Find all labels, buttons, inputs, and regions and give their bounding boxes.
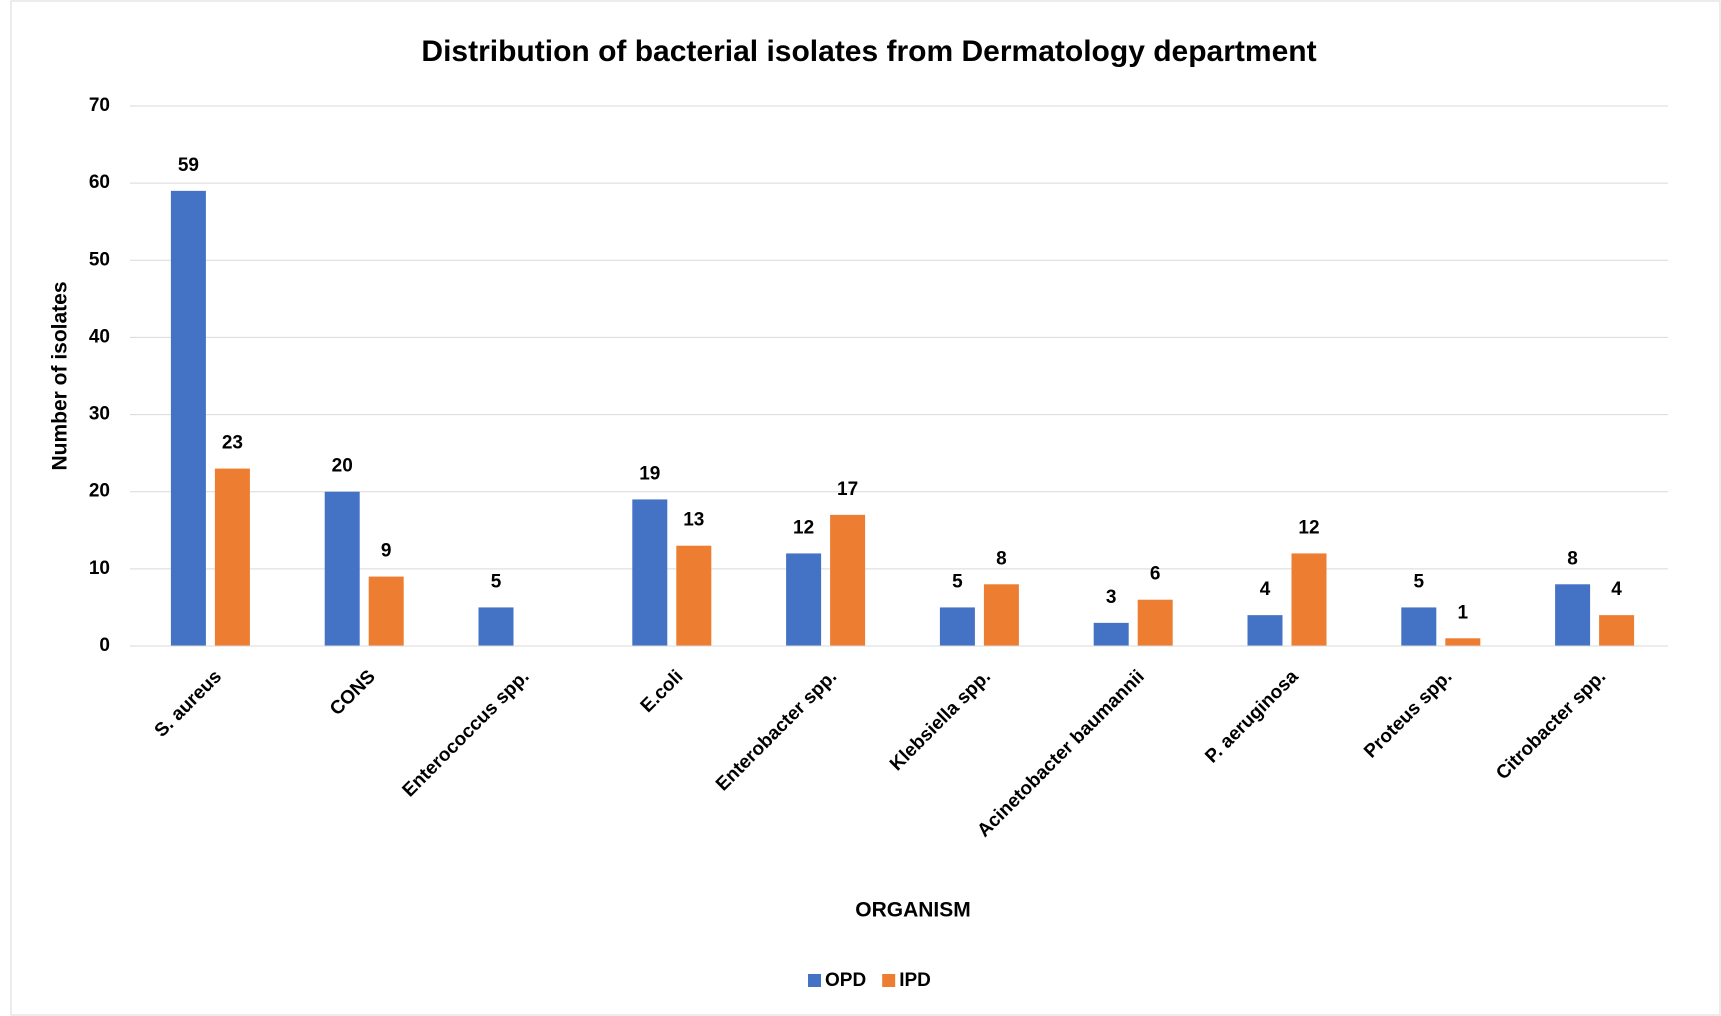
bar — [1247, 615, 1283, 646]
data-label: 3 — [1106, 587, 1117, 608]
bar — [478, 607, 514, 646]
data-label: 6 — [1150, 564, 1161, 585]
bar — [368, 576, 404, 646]
legend-label: OPD — [825, 970, 866, 991]
data-label: 4 — [1260, 579, 1271, 600]
chart-title: Distribution of bacterial isolates from … — [421, 35, 1316, 68]
data-label: 23 — [222, 433, 243, 454]
data-label: 5 — [952, 571, 963, 592]
legend-label: IPD — [899, 970, 931, 991]
y-tick-label: 40 — [89, 326, 110, 347]
data-label: 59 — [178, 155, 199, 176]
chart-frame — [10, 0, 1721, 1016]
y-tick-label: 20 — [89, 481, 110, 502]
data-label: 13 — [683, 510, 704, 531]
bar — [1555, 584, 1591, 646]
y-tick-label: 70 — [89, 95, 110, 116]
bar — [786, 553, 822, 646]
bar — [1445, 638, 1481, 646]
bar — [632, 499, 668, 646]
data-label: 4 — [1611, 579, 1622, 600]
bar — [1093, 622, 1129, 646]
data-label: 20 — [332, 456, 353, 477]
bar — [939, 607, 975, 646]
y-tick-label: 60 — [89, 172, 110, 193]
data-label: 12 — [1298, 517, 1319, 538]
bar — [214, 468, 250, 646]
data-label: 9 — [381, 541, 392, 562]
data-label: 12 — [793, 517, 814, 538]
bar — [830, 514, 866, 646]
data-label: 5 — [1414, 571, 1425, 592]
legend-swatch — [882, 974, 896, 987]
bar — [1137, 599, 1173, 646]
bar — [676, 545, 712, 646]
y-tick-label: 0 — [99, 635, 110, 656]
y-tick-label: 30 — [89, 404, 110, 425]
data-label: 17 — [837, 479, 858, 500]
legend-swatch — [808, 974, 821, 987]
data-label: 5 — [491, 571, 502, 592]
y-tick-label: 10 — [89, 558, 110, 579]
bar — [1599, 615, 1635, 646]
bar — [324, 491, 360, 646]
bar — [1291, 553, 1327, 646]
y-tick-label: 50 — [89, 249, 110, 270]
y-axis-label: Number of isolates — [49, 281, 72, 470]
data-label: 19 — [639, 463, 660, 484]
data-label: 8 — [996, 548, 1007, 569]
bar — [170, 190, 206, 646]
data-label: 8 — [1567, 548, 1578, 569]
x-axis-label: ORGANISM — [855, 899, 971, 922]
data-label: 1 — [1458, 602, 1469, 623]
bar — [983, 584, 1019, 646]
bar — [1401, 607, 1437, 646]
